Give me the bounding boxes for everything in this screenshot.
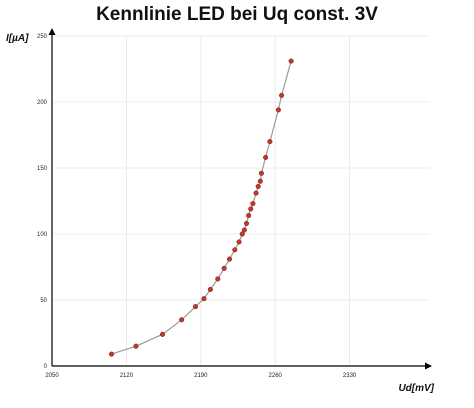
- y-axis-arrow: [48, 28, 56, 35]
- data-point: [275, 107, 281, 113]
- data-point: [246, 212, 252, 219]
- tick-labels: 2050 2120 2190 2260 2330 0 50 100 150 200 250: [37, 34, 357, 379]
- data-point: [253, 190, 259, 196]
- data-point: [226, 256, 233, 262]
- data-point: [192, 304, 199, 310]
- x-tick-label: 2260: [269, 373, 283, 379]
- x-tick-label: 2190: [194, 373, 208, 379]
- data-point: [133, 343, 139, 349]
- data-point: [239, 231, 245, 237]
- data-point: [207, 286, 213, 292]
- data-point: [215, 276, 221, 282]
- data-point: [221, 265, 227, 271]
- data-point: [232, 247, 238, 253]
- series-line: [111, 60, 292, 355]
- data-point: [243, 220, 250, 226]
- axes: [48, 28, 432, 370]
- data-point: [201, 296, 207, 302]
- y-tick-label: 50: [40, 298, 47, 304]
- x-tick-label: 2120: [120, 373, 134, 379]
- data-point: [257, 178, 263, 184]
- data-point: [248, 206, 254, 212]
- data-point: [241, 227, 247, 233]
- data-point: [108, 351, 115, 357]
- grid-lines: [52, 35, 430, 366]
- data-point: [263, 154, 269, 160]
- data-point: [267, 139, 273, 145]
- data-point: [258, 170, 264, 176]
- x-axis-arrow: [425, 362, 432, 370]
- y-tick-label: 100: [37, 232, 48, 238]
- data-point: [255, 183, 261, 190]
- data-points: [108, 58, 294, 357]
- data-point: [236, 239, 242, 245]
- y-tick-label: 0: [44, 364, 48, 370]
- chart-title: Kennlinie LED bei Uq const. 3V: [96, 4, 378, 25]
- data-point: [250, 201, 256, 207]
- x-axis-label: Ud[mV]: [398, 383, 434, 394]
- x-tick-label: 2050: [45, 373, 59, 379]
- y-tick-label: 150: [37, 166, 48, 172]
- y-tick-label: 200: [37, 100, 48, 106]
- data-point: [288, 58, 294, 64]
- data-point: [279, 92, 285, 98]
- y-tick-label: 250: [37, 34, 48, 40]
- data-point: [159, 331, 166, 337]
- y-axis-label: I[µA]: [6, 33, 29, 44]
- x-tick-label: 2330: [343, 373, 357, 379]
- data-point: [179, 317, 185, 323]
